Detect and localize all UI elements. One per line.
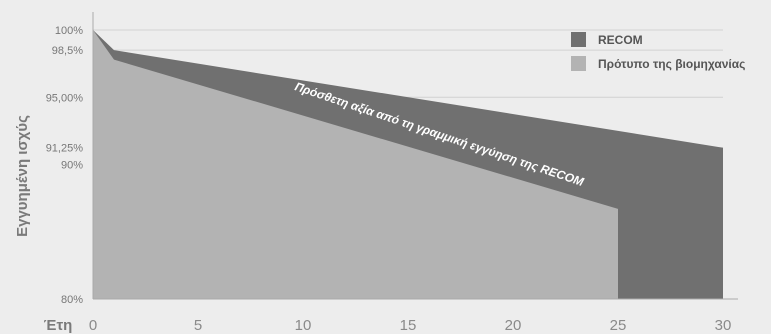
legend-swatch — [571, 32, 586, 47]
axes — [92, 12, 738, 300]
series-areas — [92, 29, 724, 299]
series-area-1 — [93, 30, 618, 299]
x-tick-label: 10 — [295, 317, 312, 334]
legend: RECOM Πρότυπο της βιομηχανίας — [571, 32, 745, 71]
x-tick-label: 30 — [715, 317, 732, 334]
x-tick-label: 15 — [400, 317, 417, 334]
y-tick-label: 100% — [55, 25, 83, 37]
x-tick-label: 25 — [610, 317, 627, 334]
x-tick-label: 0 — [89, 317, 97, 334]
x-tick-label: 20 — [505, 317, 522, 334]
y-tick-label: 95,00% — [46, 92, 84, 104]
y-tick-labels: 100% 98,5% 95,00% 91,25% 90% 80% — [46, 25, 84, 306]
y-tick-label: 98,5% — [52, 45, 83, 57]
y-tick-label: 91,25% — [46, 143, 84, 155]
legend-label: RECOM — [598, 33, 643, 47]
x-tick-label: 5 — [194, 317, 202, 334]
x-tick-labels: 0 5 10 15 20 25 30 — [89, 317, 732, 334]
legend-label: Πρότυπο της βιομηχανίας — [598, 57, 745, 71]
y-tick-label: 90% — [61, 160, 83, 172]
x-axis-title: Έτη — [44, 317, 73, 334]
y-tick-label: 80% — [61, 294, 83, 306]
y-axis-title: Εγγυημένη ισχύς — [14, 115, 31, 237]
legend-swatch — [571, 56, 586, 71]
